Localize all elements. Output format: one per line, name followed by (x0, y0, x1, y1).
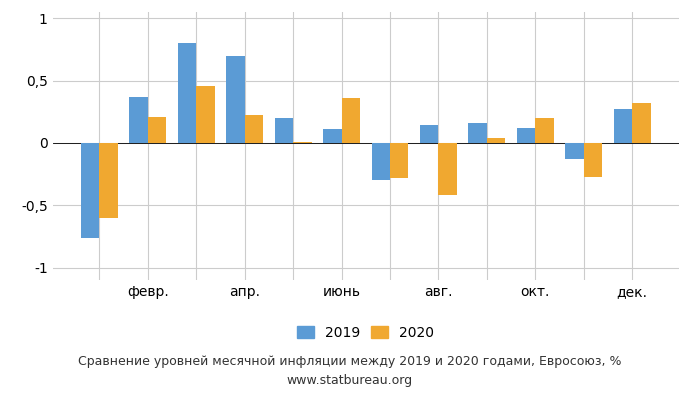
Text: www.statbureau.org: www.statbureau.org (287, 374, 413, 387)
Bar (81, 143, 99, 238)
Bar (517, 128, 536, 143)
Bar (584, 143, 602, 176)
Bar (148, 117, 166, 143)
Bar (293, 142, 312, 143)
Bar (226, 56, 245, 143)
Bar (468, 123, 486, 143)
Bar (245, 116, 263, 143)
Bar (274, 118, 293, 143)
Bar (438, 143, 457, 195)
Bar (178, 43, 196, 143)
Bar (566, 143, 584, 159)
Bar (372, 143, 390, 180)
Legend: 2019, 2020: 2019, 2020 (293, 322, 438, 344)
Bar (99, 143, 118, 218)
Bar (323, 129, 342, 143)
Bar (390, 143, 408, 178)
Text: Сравнение уровней месячной инфляции между 2019 и 2020 годами, Евросоюз, %: Сравнение уровней месячной инфляции межд… (78, 356, 622, 368)
Bar (420, 126, 438, 143)
Bar (614, 109, 632, 143)
Bar (196, 86, 215, 143)
Bar (632, 103, 650, 143)
Bar (536, 118, 554, 143)
Bar (486, 138, 505, 143)
Bar (130, 97, 148, 143)
Bar (342, 98, 360, 143)
